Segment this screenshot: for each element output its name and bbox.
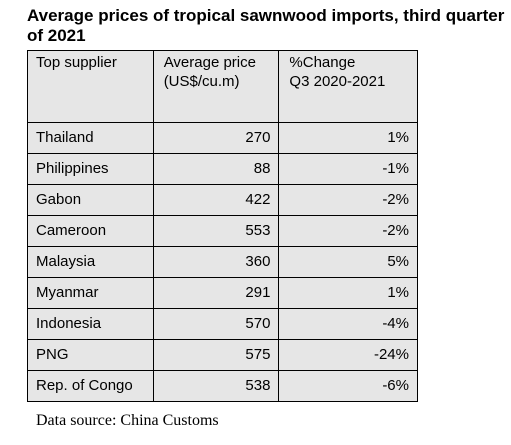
table-row: Thailand 270 1% — [27, 122, 418, 154]
table-row: Rep. of Congo 538 -6% — [27, 370, 418, 402]
document-title: Average prices of tropical sawnwood impo… — [27, 6, 505, 45]
cell-supplier: Indonesia — [27, 308, 154, 340]
header-average-price-line2: (US$/cu.m) — [163, 73, 240, 90]
cell-supplier: PNG — [27, 339, 154, 371]
header-percent-change: %Change Q3 2020-2021 — [278, 50, 418, 123]
cell-price: 360 — [152, 246, 280, 278]
cell-price: 570 — [152, 308, 280, 340]
cell-price: 538 — [152, 370, 280, 402]
cell-supplier: Philippines — [27, 153, 154, 185]
cell-change: -6% — [278, 370, 418, 402]
table-row: Cameroon 553 -2% — [27, 215, 418, 247]
table-row: PNG 575 -24% — [27, 339, 418, 371]
header-top-supplier: Top supplier — [27, 50, 154, 123]
cell-supplier: Rep. of Congo — [27, 370, 154, 402]
cell-price: 575 — [152, 339, 280, 371]
cell-change: -4% — [278, 308, 418, 340]
cell-price: 291 — [152, 277, 280, 309]
price-table: Top supplier Average price (US$/cu.m) %C… — [27, 50, 418, 402]
cell-price: 553 — [152, 215, 280, 247]
cell-price: 270 — [152, 122, 280, 154]
cell-change: -1% — [278, 153, 418, 185]
data-source-note: Data source: China Customs — [36, 412, 219, 429]
header-percent-change-line1: %Change — [289, 54, 356, 71]
cell-supplier: Malaysia — [27, 246, 154, 278]
cell-change: 5% — [278, 246, 418, 278]
table-row: Myanmar 291 1% — [27, 277, 418, 309]
cell-supplier: Thailand — [27, 122, 154, 154]
cell-change: -2% — [278, 184, 418, 216]
table-header-row: Top supplier Average price (US$/cu.m) %C… — [27, 50, 418, 123]
table-row: Malaysia 360 5% — [27, 246, 418, 278]
cell-supplier: Cameroon — [27, 215, 154, 247]
cell-price: 422 — [152, 184, 280, 216]
cell-change: 1% — [278, 277, 418, 309]
cell-change: 1% — [278, 122, 418, 154]
cell-change: -24% — [278, 339, 418, 371]
table-row: Gabon 422 -2% — [27, 184, 418, 216]
header-average-price-line1: Average price — [163, 54, 256, 71]
header-average-price: Average price (US$/cu.m) — [152, 50, 280, 123]
table-row: Philippines 88 -1% — [27, 153, 418, 185]
header-percent-change-line2: Q3 2020-2021 — [289, 73, 386, 90]
cell-price: 88 — [152, 153, 280, 185]
cell-supplier: Gabon — [27, 184, 154, 216]
table-row: Indonesia 570 -4% — [27, 308, 418, 340]
header-top-supplier-label: Top supplier — [36, 54, 117, 71]
cell-change: -2% — [278, 215, 418, 247]
cell-supplier: Myanmar — [27, 277, 154, 309]
